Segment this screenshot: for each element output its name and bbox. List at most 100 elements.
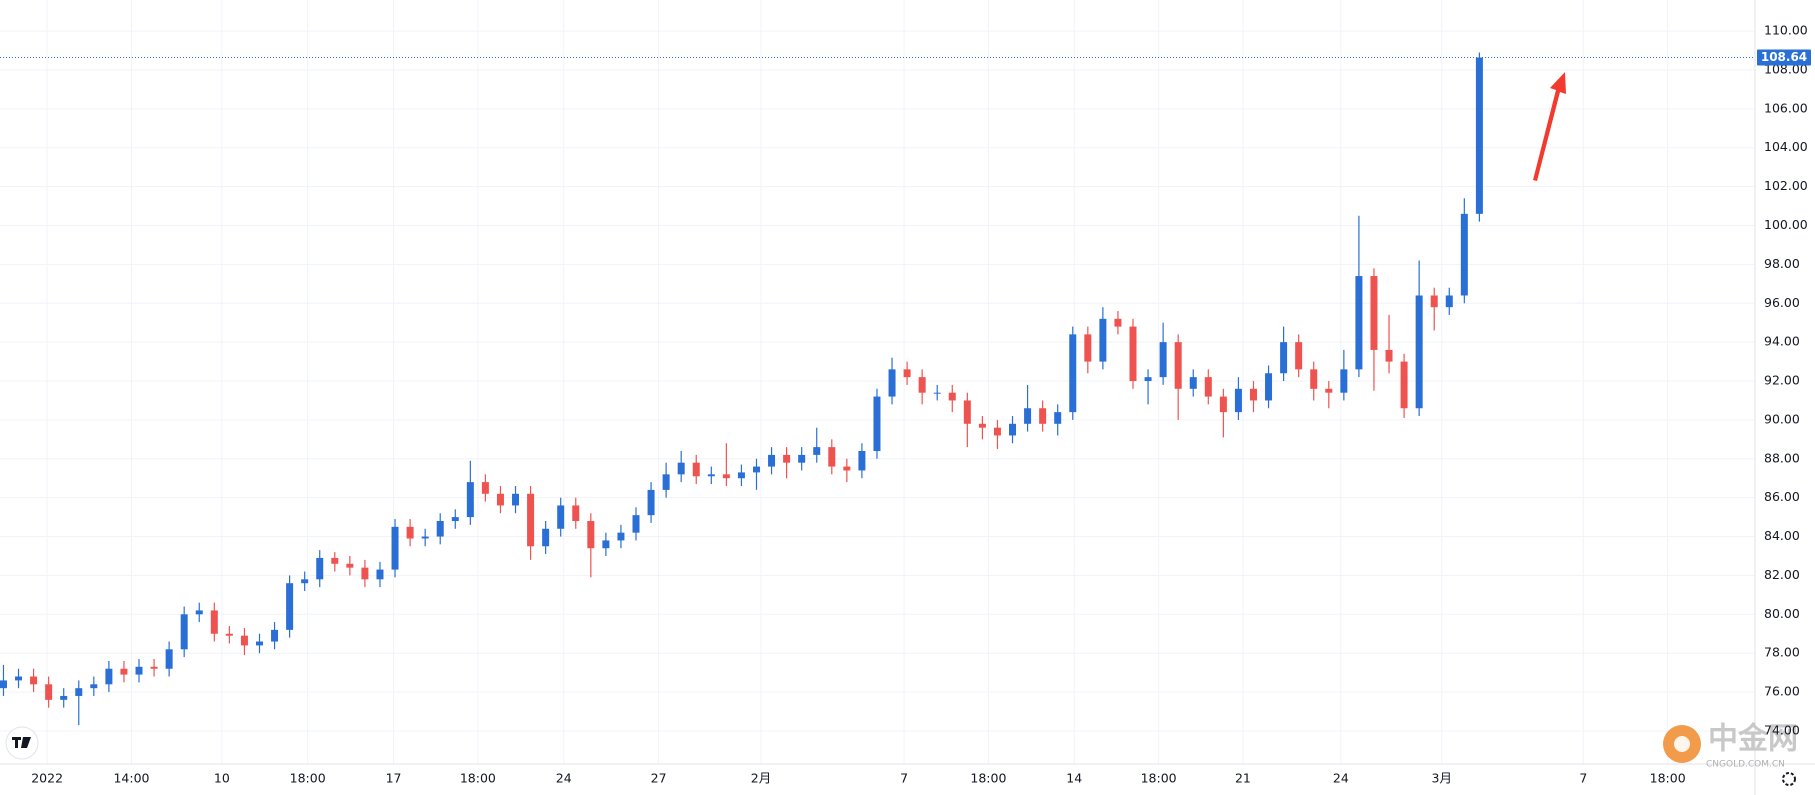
candle-body (301, 579, 309, 584)
y-tick-label: 100.00 (1764, 217, 1808, 232)
annotation-arrow (1533, 72, 1566, 181)
x-tick-label: 3月 (1432, 771, 1452, 786)
y-tick-label: 82.00 (1764, 567, 1800, 582)
candle-body (1024, 408, 1032, 424)
candle-body (30, 676, 38, 685)
candle-body (1234, 388, 1242, 413)
candle-body (286, 583, 294, 630)
x-tick-label: 18:00 (1141, 771, 1177, 786)
candle-body (1460, 213, 1468, 296)
watermark: 中金网 CNGOLD.COM.CN (1663, 722, 1798, 770)
watermark-name: 中金网 (1708, 722, 1798, 757)
candle-body (346, 563, 354, 568)
x-tick-label: 7 (900, 771, 908, 786)
candle-body (572, 505, 580, 521)
candle-body (1084, 334, 1092, 362)
x-tick-label: 24 (556, 771, 572, 786)
last-price-box (1757, 49, 1811, 66)
candle-body (1265, 373, 1273, 401)
x-tick-label: 27 (651, 771, 667, 786)
candle-body (135, 666, 143, 675)
candle-body (255, 641, 263, 646)
y-tick-label: 74.00 (1764, 722, 1800, 737)
candle-body (1219, 396, 1227, 413)
x-tick-label: 18:00 (1650, 771, 1686, 786)
candle-body (707, 474, 715, 477)
candle-body (873, 396, 881, 452)
x-tick-label: 2022 (31, 771, 63, 786)
candle-body (210, 610, 218, 634)
candle-body (737, 472, 745, 479)
candle-body (225, 633, 233, 636)
candle-body (1325, 388, 1333, 393)
candle-body (1009, 423, 1017, 436)
candle-body (903, 369, 911, 378)
candle-body (316, 557, 324, 580)
y-tick-label: 86.00 (1764, 489, 1800, 504)
candle-body (496, 493, 504, 506)
candle-body (602, 540, 610, 549)
settings-icon (1782, 772, 1796, 786)
candle-body (180, 614, 188, 650)
x-tick-label: 10 (214, 771, 230, 786)
candle-body (90, 684, 98, 689)
candle-body (1310, 369, 1318, 389)
candle-body (587, 520, 595, 549)
candle-body (512, 493, 520, 506)
candle-body (1445, 295, 1453, 308)
candle-body (858, 451, 866, 471)
candle-body (1069, 334, 1077, 413)
y-tick-label: 78.00 (1764, 645, 1800, 660)
candle-body (813, 447, 821, 455)
y-tick-label: 96.00 (1764, 295, 1800, 310)
x-tick-label: 14 (1066, 771, 1082, 786)
candle-body (527, 493, 535, 547)
candle-body (978, 423, 986, 428)
candle-body (1099, 318, 1107, 362)
candle-body (1295, 342, 1303, 370)
candle-body (391, 526, 399, 570)
candle-body (1204, 377, 1212, 397)
candle-body (1054, 412, 1062, 424)
candle-body (1114, 318, 1122, 327)
x-tick-label: 21 (1235, 771, 1251, 786)
candle-body (15, 676, 23, 681)
candle-body (918, 377, 926, 393)
candle-body (1159, 342, 1167, 378)
last-price-label: 108.64 (1761, 50, 1807, 64)
x-tick-label: 17 (386, 771, 402, 786)
y-tick-label: 80.00 (1764, 606, 1800, 621)
candle-body (843, 466, 851, 471)
candle-body (481, 482, 489, 494)
x-tick-label: 18:00 (290, 771, 326, 786)
candle-body (632, 515, 640, 533)
candle-body (45, 684, 53, 700)
candle-body (1400, 361, 1408, 409)
candle-body (361, 567, 369, 580)
x-tick-label: 18:00 (460, 771, 496, 786)
candle-body (557, 505, 565, 529)
candle-body (662, 474, 670, 490)
watermark-url: CNGOLD.COM.CN (1706, 760, 1785, 770)
candle-body (963, 400, 971, 424)
candle-body (1174, 342, 1182, 389)
y-tick-label: 88.00 (1764, 450, 1800, 465)
candle-body (105, 668, 113, 685)
x-tick-label: 2月 (751, 771, 771, 786)
candle-body (75, 688, 83, 696)
y-tick-label: 106.00 (1764, 100, 1808, 115)
candle-body (1415, 295, 1423, 409)
x-tick-label: 7 (1579, 771, 1587, 786)
candle-body (271, 629, 279, 642)
y-tick-label: 102.00 (1764, 178, 1808, 193)
candle-body (1189, 377, 1197, 389)
candle-body (120, 668, 128, 675)
y-tick-label: 94.00 (1764, 334, 1800, 349)
y-tick-label: 92.00 (1764, 373, 1800, 388)
candle-body (1129, 326, 1137, 382)
candles (0, 52, 1483, 726)
candle-body (948, 392, 956, 401)
candle-body (752, 466, 760, 473)
y-tick-label: 76.00 (1764, 684, 1800, 699)
